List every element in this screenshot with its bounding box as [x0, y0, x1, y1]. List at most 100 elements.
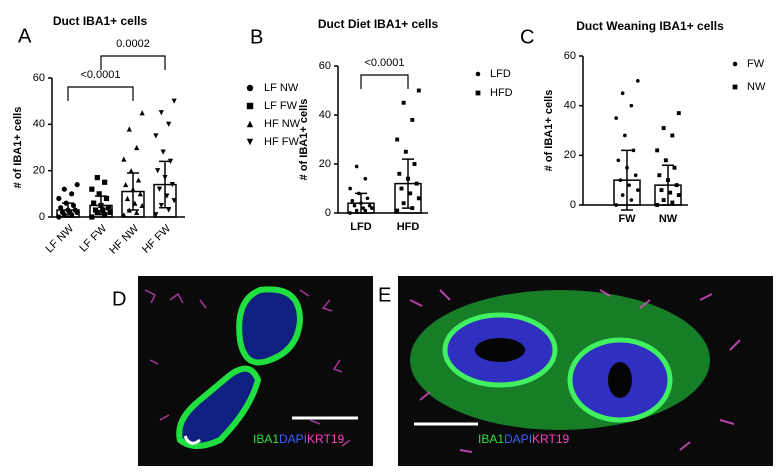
data-point [128, 168, 134, 174]
data-point [124, 195, 131, 202]
data-point [395, 137, 400, 142]
data-point [348, 211, 352, 215]
data-point [70, 202, 77, 209]
data-point [408, 191, 413, 196]
data-point [139, 202, 145, 209]
y-tick-label: 0 [570, 199, 576, 211]
data-point [126, 126, 132, 132]
panel-letter: E [378, 284, 391, 306]
stain-label: KRT19 [532, 432, 569, 446]
stain-labels: IBA1DAPIKRT19 [253, 432, 344, 446]
data-point [403, 149, 408, 154]
micrograph-d: IBA1DAPIKRT19 [138, 276, 373, 466]
data-point [620, 193, 625, 197]
data-point [69, 191, 75, 197]
data-point [56, 214, 62, 220]
data-point [107, 209, 113, 215]
data-point [614, 203, 618, 207]
data-point [160, 149, 166, 155]
panel-letter: C [520, 26, 534, 48]
data-point [623, 133, 627, 138]
y-tick-label: 40 [33, 118, 45, 130]
error-bar [159, 160, 171, 209]
data-point [633, 173, 638, 178]
data-point [94, 175, 100, 181]
data-point [155, 168, 161, 174]
data-point [674, 183, 679, 188]
error-bar [662, 164, 674, 206]
data-point [134, 144, 140, 151]
data-point [655, 203, 660, 207]
p-value: 0.0002 [116, 38, 150, 50]
x-tick-label: NW [659, 213, 678, 225]
y-tick-label: 0 [39, 211, 45, 223]
data-point [370, 206, 374, 210]
data-point [103, 195, 110, 202]
data-point [668, 190, 673, 195]
legend-marker [246, 84, 254, 92]
data-point [158, 202, 164, 209]
chart-panel: A Duct IBA1+ cells # of IBA1+ cells 0 20 40 60… [12, 14, 301, 256]
y-tick-label: 20 [33, 165, 45, 177]
legend-label: HF FW [264, 136, 299, 148]
x-tick-label: HFD [397, 221, 420, 233]
data-point [636, 79, 640, 83]
x-tick-label: LF NW [43, 222, 76, 255]
significance-bracket [100, 55, 166, 70]
legend-label: LF FW [264, 100, 298, 112]
x-tick-label: HF NW [107, 222, 141, 256]
legend-label: LF NW [264, 82, 299, 94]
panel-letter: A [18, 25, 32, 47]
data-point [655, 148, 660, 153]
stain-label: IBA1 [253, 432, 279, 446]
error-bar [62, 202, 74, 218]
data-point [620, 91, 625, 96]
data-point [618, 178, 623, 182]
legend-marker [732, 61, 738, 67]
data-point [153, 133, 159, 139]
data-point [397, 171, 402, 176]
data-point [56, 195, 62, 202]
y-tick-label: 60 [33, 72, 45, 84]
legend-label: LFD [490, 68, 511, 80]
data-point [416, 88, 421, 93]
data-point [166, 207, 172, 213]
error-bar [621, 149, 633, 211]
data-point [121, 212, 127, 218]
panel-letter: B [250, 26, 263, 48]
y-tick-label: 20 [564, 149, 576, 161]
legend-marker [246, 138, 254, 146]
x-tick-label: LF FW [77, 222, 109, 254]
legend-label: NW [747, 81, 766, 93]
panel-letter: D [112, 288, 126, 310]
data-point [363, 208, 368, 213]
y-axis-label: # of IBA1+ cells [12, 107, 24, 189]
y-tick-label: 20 [319, 158, 331, 170]
data-point [350, 198, 355, 203]
data-point [92, 207, 99, 213]
data-point [139, 110, 145, 116]
data-point [156, 186, 163, 192]
data-point [89, 214, 95, 220]
data-point [363, 176, 368, 181]
y-axis-label: # of IBA1+ cells [543, 90, 555, 172]
data-point [676, 193, 681, 198]
data-point [153, 212, 159, 218]
error-bar [95, 195, 107, 216]
data-point [659, 188, 664, 193]
y-tick-label: 0 [325, 207, 331, 219]
data-point [348, 186, 352, 191]
x-tick-label: HF FW [140, 222, 174, 256]
legend-marker [475, 71, 481, 77]
data-point [352, 203, 357, 208]
data-point [166, 121, 172, 127]
error-bar [355, 192, 367, 214]
data-point [354, 208, 359, 213]
x-tick-label: FW [618, 213, 636, 225]
data-point [663, 158, 668, 163]
significance-bracket [360, 74, 409, 89]
chart-panel: B Duct Diet IBA1+ cells # of IBA1+ cells 0 2… [250, 17, 513, 233]
legend-label: HF NW [264, 118, 301, 130]
data-point [676, 111, 681, 116]
